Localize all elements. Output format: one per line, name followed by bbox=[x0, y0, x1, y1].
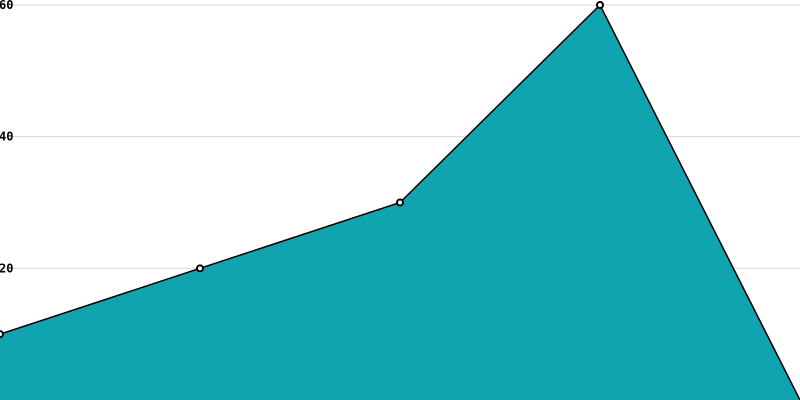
data-point-0 bbox=[0, 330, 4, 339]
data-markers bbox=[0, 1, 604, 339]
y-axis-ticks: 20 40 60 bbox=[0, 0, 13, 275]
y-tick-label: 20 bbox=[0, 261, 13, 275]
y-tick-label: 60 bbox=[0, 0, 13, 12]
data-point-1 bbox=[196, 264, 204, 273]
data-point-2 bbox=[396, 198, 404, 207]
data-point-3 bbox=[596, 1, 604, 9]
y-tick-label: 40 bbox=[0, 130, 13, 144]
